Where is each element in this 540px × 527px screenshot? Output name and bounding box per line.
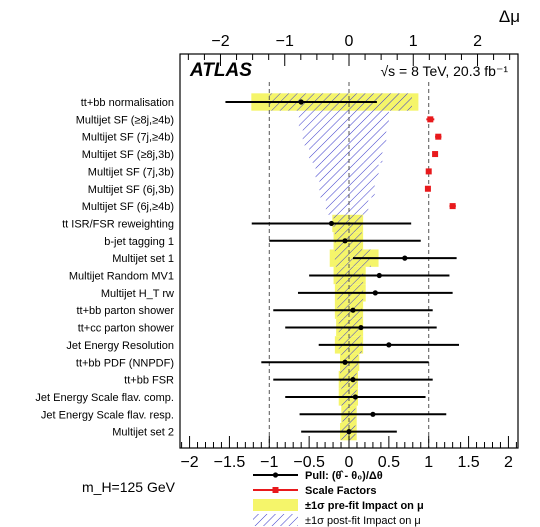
row-label: Jet Energy Scale flav. comp. bbox=[35, 392, 174, 404]
mass-label: m_H=125 GeV bbox=[82, 479, 176, 495]
top-tick-label: 2 bbox=[473, 33, 482, 50]
row-label: tt+bb PDF (NNPDF) bbox=[76, 357, 174, 369]
top-tick-label: −2 bbox=[211, 33, 229, 50]
bottom-tick-label: 0.5 bbox=[378, 454, 400, 471]
row-label: Jet Energy Scale flav. resp. bbox=[41, 409, 174, 421]
legend-sf-marker bbox=[272, 487, 279, 493]
scale-factor-point bbox=[449, 203, 456, 210]
postfit-impact-band bbox=[309, 145, 383, 163]
scale-factor-point bbox=[425, 168, 432, 175]
row-label: b-jet tagging 1 bbox=[104, 236, 174, 248]
postfit-impact-band bbox=[315, 162, 379, 181]
row-label: Multijet SF (7j,3b) bbox=[88, 166, 174, 178]
legend-entry-label: ±1σ post-fit Impact on μ bbox=[305, 515, 421, 527]
legend-prefit-swatch bbox=[253, 499, 298, 511]
scale-factor-point bbox=[432, 151, 439, 158]
legend-postfit-swatch bbox=[253, 514, 298, 526]
row-label: tt+bb normalisation bbox=[81, 97, 174, 109]
pull-point bbox=[402, 255, 408, 261]
bottom-tick-label: 0 bbox=[345, 454, 354, 471]
legend-entry-label: Pull: (θ̂ - θ₀)/Δθ bbox=[305, 470, 383, 482]
top-tick-label: 0 bbox=[345, 33, 354, 50]
row-label: Multijet SF (6j,3b) bbox=[88, 184, 174, 196]
legend-entry-label: ±1σ pre-fit Impact on μ bbox=[305, 500, 424, 512]
pull-point bbox=[386, 342, 392, 348]
row-label: tt+cc parton shower bbox=[78, 323, 175, 335]
pull-point bbox=[342, 359, 348, 365]
experiment-label: ATLAS bbox=[189, 60, 252, 81]
row-label: Multijet Random MV1 bbox=[69, 271, 174, 283]
row-label: tt+bb FSR bbox=[124, 375, 174, 387]
postfit-impact-band bbox=[302, 128, 387, 146]
legend-entry-label: Scale Factors bbox=[305, 485, 377, 497]
row-label: Multijet set 2 bbox=[112, 427, 174, 439]
bottom-tick-label: −1 bbox=[260, 454, 278, 471]
scale-factor-point bbox=[435, 133, 442, 140]
scale-factor-point bbox=[424, 185, 431, 192]
pull-point bbox=[328, 220, 335, 227]
bottom-tick-label: 2 bbox=[504, 454, 513, 471]
postfit-impact-band bbox=[325, 197, 369, 215]
row-label: Multijet H_T rw bbox=[101, 288, 174, 300]
row-label: tt+bb parton shower bbox=[76, 305, 174, 317]
pull-point bbox=[350, 307, 356, 313]
energy-label: √s = 8 TeV, 20.3 fb⁻¹ bbox=[380, 63, 508, 79]
bottom-tick-label: 1.5 bbox=[457, 454, 479, 471]
postfit-impact-band bbox=[334, 249, 371, 267]
pull-point bbox=[372, 290, 378, 296]
pull-point bbox=[370, 411, 376, 417]
pull-point bbox=[352, 394, 358, 400]
row-label: Multijet set 1 bbox=[112, 253, 174, 265]
pull-point bbox=[358, 324, 364, 331]
bottom-tick-label: 1 bbox=[424, 454, 433, 471]
row-label: Multijet SF (7j,≥4b) bbox=[82, 132, 174, 144]
bottom-tick-label: −2 bbox=[180, 454, 198, 471]
row-label: Jet Energy Resolution bbox=[66, 340, 174, 352]
row-label: tt ISR/FSR reweighting bbox=[62, 218, 174, 230]
top-tick-label: −1 bbox=[276, 33, 294, 50]
bottom-tick-label: −1.5 bbox=[214, 454, 246, 471]
postfit-impact-band bbox=[319, 180, 375, 198]
pull-point bbox=[350, 377, 356, 383]
pull-point bbox=[346, 429, 352, 435]
row-label: Multijet SF (≥8j,≥4b) bbox=[76, 114, 174, 126]
pull-point bbox=[376, 272, 382, 279]
top-axis-title: Δμ bbox=[499, 7, 520, 26]
row-label: Multijet SF (≥8j,3b) bbox=[82, 149, 174, 161]
scale-factor-point bbox=[427, 116, 434, 123]
legend-pull-marker bbox=[272, 472, 279, 478]
row-label: Multijet SF (6j,≥4b) bbox=[82, 201, 174, 213]
pull-point bbox=[342, 238, 348, 244]
pull-point bbox=[298, 99, 304, 105]
bottom-tick-label: −0.5 bbox=[293, 454, 325, 471]
top-tick-label: 1 bbox=[409, 33, 418, 50]
postfit-impact-band bbox=[298, 110, 389, 129]
